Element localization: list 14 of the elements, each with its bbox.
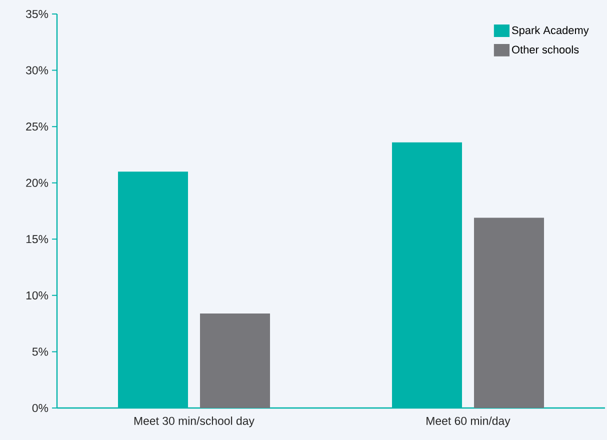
x-tick-label: Meet 30 min/school day (134, 416, 254, 428)
y-tick-label: 10% (26, 291, 48, 300)
y-tick-label: 25% (26, 122, 48, 131)
y-tick-label: 0% (32, 404, 48, 412)
y-tick-label: 30% (26, 66, 48, 74)
legend-label: Other schools (512, 45, 579, 54)
y-tick-label: 20% (26, 178, 48, 187)
legend-label: Spark Academy (512, 26, 589, 36)
bar (474, 218, 544, 408)
bar (200, 313, 270, 408)
y-tick-label: 5% (32, 348, 48, 356)
y-tick-label: 35% (26, 10, 48, 18)
x-tick-label: Meet 60 min/day (426, 416, 510, 428)
y-tick-label: 15% (26, 235, 48, 244)
